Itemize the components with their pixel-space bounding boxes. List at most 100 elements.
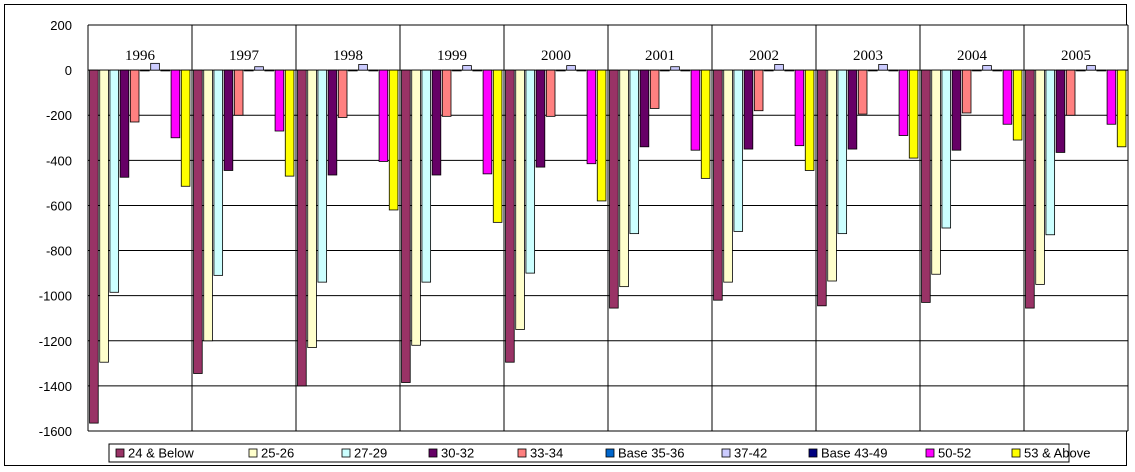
bar [401, 69, 411, 383]
bar [804, 69, 815, 171]
bar [545, 69, 556, 117]
bar [348, 69, 358, 72]
bar [89, 69, 99, 424]
bar [307, 69, 317, 348]
legend-label: 25-26 [261, 446, 294, 461]
bar [244, 69, 254, 72]
category-label: 1999 [437, 48, 467, 64]
bar [941, 69, 952, 229]
bar [888, 69, 898, 72]
bar [837, 69, 848, 235]
bar [774, 64, 784, 71]
bar [431, 69, 442, 176]
bar [847, 69, 858, 150]
bar [180, 69, 191, 187]
bar [378, 69, 389, 162]
bar [264, 69, 274, 72]
bar [1045, 69, 1056, 236]
legend-label: 33-34 [530, 446, 563, 461]
category-label: 1997 [229, 48, 260, 64]
bar [492, 69, 503, 223]
y-tick-label: -1000 [39, 289, 72, 304]
bar [1076, 69, 1086, 72]
bar [690, 69, 701, 151]
bar [868, 69, 878, 72]
legend-label: Base 35-36 [618, 446, 685, 461]
y-tick-label: 200 [50, 18, 72, 33]
bar [297, 69, 307, 387]
bar [639, 69, 650, 148]
bar [193, 69, 203, 374]
bar [140, 69, 150, 72]
legend-label: Base 43-49 [821, 446, 888, 461]
category-label: 2005 [1061, 48, 1091, 64]
bar [908, 69, 919, 159]
bar [764, 69, 774, 72]
bar [452, 69, 462, 72]
bar [1002, 69, 1013, 125]
bar [1086, 65, 1096, 71]
bar [700, 69, 711, 179]
category-label: 1998 [333, 48, 363, 64]
bar [982, 65, 992, 71]
legend-swatch [721, 448, 731, 458]
bar [462, 65, 472, 71]
bar [951, 69, 962, 151]
bar [535, 69, 546, 168]
bar [713, 69, 723, 301]
bar [670, 66, 680, 71]
legend [108, 443, 1070, 463]
bar [441, 69, 452, 117]
y-tick-label: -1600 [39, 424, 72, 439]
bar [368, 69, 378, 72]
bar [327, 69, 338, 176]
bar [421, 69, 432, 283]
bar [680, 69, 690, 72]
bar [566, 65, 576, 71]
bar [515, 69, 525, 330]
bar [284, 69, 295, 177]
bar [753, 69, 764, 112]
bar [556, 69, 566, 72]
legend-label: 27-29 [354, 446, 387, 461]
bar [609, 69, 619, 309]
y-tick-label: -200 [46, 108, 72, 123]
bar [99, 69, 109, 363]
category-label: 1996 [125, 48, 156, 64]
bar [898, 69, 909, 136]
bar [1065, 69, 1076, 116]
bar [660, 69, 670, 72]
y-tick-label: -1200 [39, 334, 72, 349]
bar [505, 69, 515, 363]
bar [921, 69, 931, 303]
legend-swatch [428, 448, 438, 458]
bar [1025, 69, 1035, 309]
bar [723, 69, 733, 283]
bar [109, 69, 120, 293]
bar [576, 69, 586, 72]
legend-swatch [925, 448, 935, 458]
bar [170, 69, 181, 139]
bar [254, 66, 264, 71]
bar [649, 69, 660, 109]
bar [274, 69, 285, 132]
bar [150, 62, 160, 71]
bar [525, 69, 536, 274]
bar [878, 64, 888, 71]
bar [743, 69, 754, 150]
bar [160, 69, 170, 72]
category-label: 2003 [853, 48, 883, 64]
y-tick-label: -1400 [39, 379, 72, 394]
bar [817, 69, 827, 307]
bar [119, 69, 130, 178]
bar [1096, 69, 1106, 72]
legend-label: 50-52 [938, 446, 971, 461]
y-tick-label: -600 [46, 198, 72, 213]
bar [233, 69, 244, 116]
bar [1116, 69, 1127, 148]
bar [596, 69, 607, 202]
legend-label: 37-42 [734, 446, 767, 461]
bar [961, 69, 972, 114]
y-tick-label: -400 [46, 153, 72, 168]
